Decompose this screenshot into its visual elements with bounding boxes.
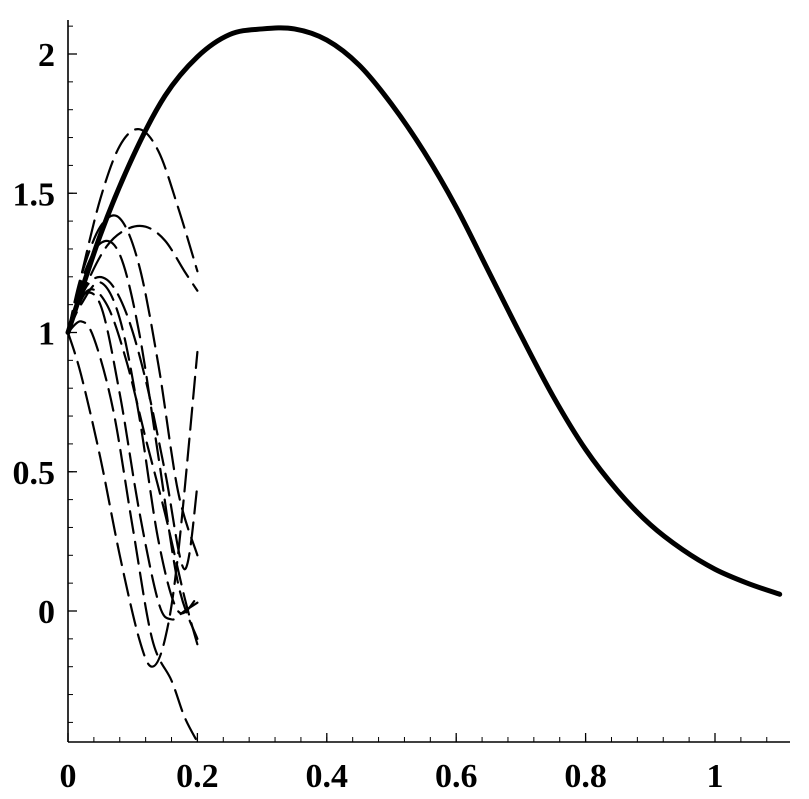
y-tick-label: 1 xyxy=(38,316,55,353)
series-line-dashed xyxy=(66,224,199,334)
y-tick-label: 1.5 xyxy=(13,176,56,213)
y-tick-label: 0.5 xyxy=(13,455,56,492)
series-line-dashed xyxy=(66,320,199,743)
x-tick-label: 1 xyxy=(707,758,724,795)
x-tick-label: 0.2 xyxy=(176,758,219,795)
series-line-dashed xyxy=(66,288,199,646)
series-line-dashed xyxy=(66,275,199,571)
y-tick-label: 0 xyxy=(38,594,55,631)
series-group xyxy=(65,25,783,743)
x-tick-label: 0.6 xyxy=(435,758,478,795)
series-line-dashed xyxy=(66,214,199,557)
series-line-solid xyxy=(65,25,783,597)
x-tick-label: 0 xyxy=(60,758,77,795)
x-tick-label: 0.4 xyxy=(306,758,349,795)
series-line-dashed xyxy=(66,239,199,640)
x-tick-label: 0.8 xyxy=(564,758,607,795)
axes xyxy=(67,20,790,743)
tick-labels: 0 0.2 0.4 0.6 0.8 1 0 0.5 1 1.5 2 xyxy=(13,37,724,795)
series-line-dashed xyxy=(66,291,199,621)
y-tick-label: 2 xyxy=(38,37,55,74)
